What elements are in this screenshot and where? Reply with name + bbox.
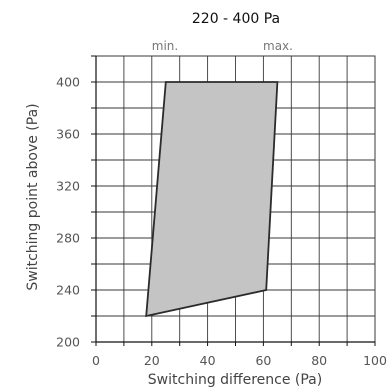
y-tick-label: 360 bbox=[56, 127, 80, 142]
operating-region bbox=[145, 81, 279, 318]
max-label: max. bbox=[263, 39, 293, 53]
y-tick-label: 280 bbox=[56, 231, 80, 246]
y-tick-label: 400 bbox=[56, 75, 80, 90]
min-label: min. bbox=[152, 39, 178, 53]
x-tick-label: 20 bbox=[144, 353, 160, 368]
y-tick-labels: 200 240 280 320 360 400 bbox=[56, 75, 80, 350]
x-tick-label: 40 bbox=[200, 353, 216, 368]
y-tick-label: 320 bbox=[56, 179, 80, 194]
y-tick-label: 200 bbox=[56, 335, 80, 350]
x-tick-labels: 0 20 40 60 80 100 bbox=[92, 353, 387, 368]
y-tick-label: 240 bbox=[56, 283, 80, 298]
x-tick-label: 100 bbox=[363, 353, 387, 368]
plot-region-layer bbox=[145, 81, 279, 318]
x-axis-label: Switching difference (Pa) bbox=[148, 372, 322, 388]
x-tick-label: 60 bbox=[255, 353, 271, 368]
chart-title: 220 - 400 Pa bbox=[192, 11, 280, 27]
plot-frame-layer bbox=[91, 55, 376, 346]
x-tick-label: 80 bbox=[311, 353, 327, 368]
x-tick-label: 0 bbox=[92, 353, 100, 368]
y-axis-label: Switching point above (Pa) bbox=[25, 103, 41, 290]
